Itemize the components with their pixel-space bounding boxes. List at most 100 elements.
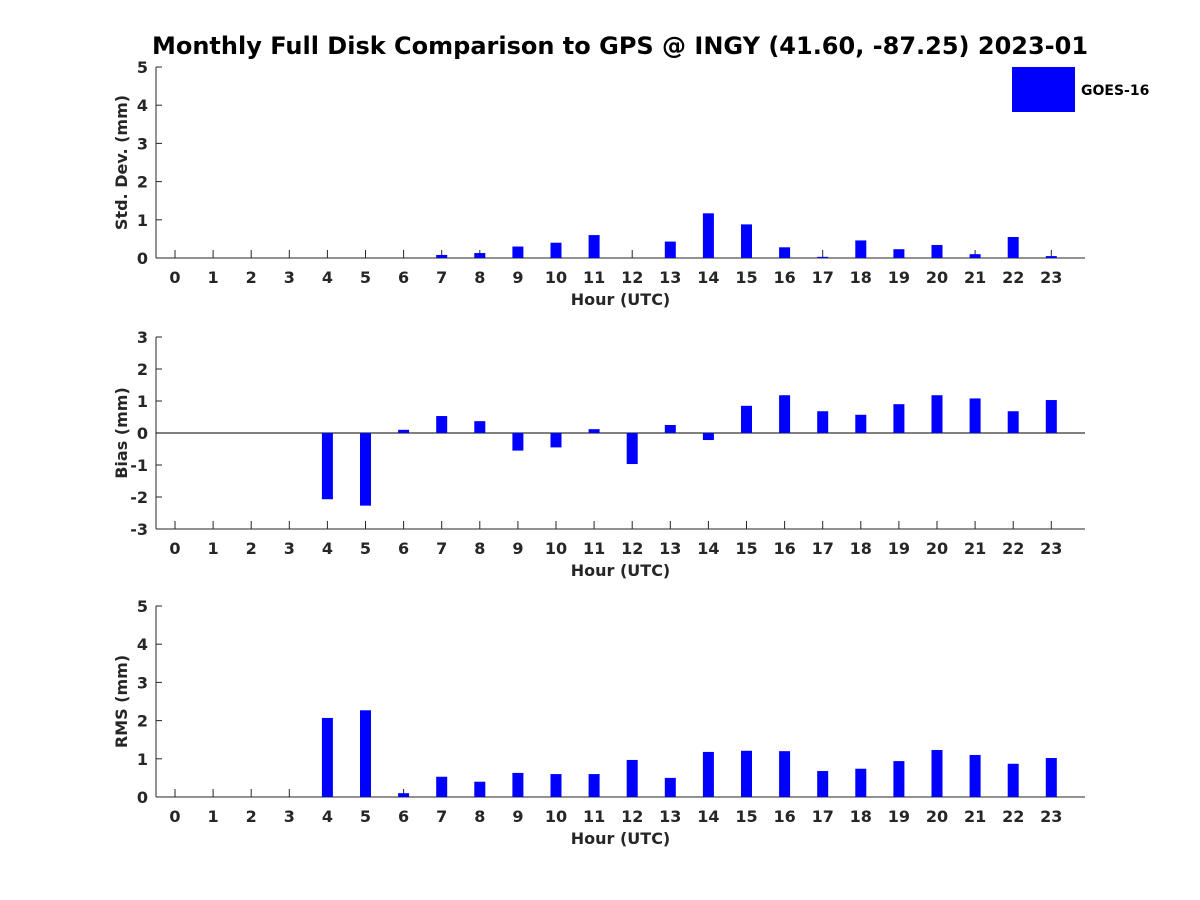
std-dev-x-tick-label: 15	[735, 268, 757, 287]
std-dev-x-tick-label: 6	[398, 268, 409, 287]
std-dev-x-tick-label: 8	[474, 268, 485, 287]
std-dev-bar-hour-18	[855, 240, 867, 258]
bias-x-tick-label: 9	[512, 539, 523, 558]
rms-bar-hour-18	[855, 768, 867, 797]
std-dev-y-tick-label: 1	[137, 211, 148, 230]
std-dev-x-tick-label: 22	[1002, 268, 1024, 287]
std-dev-bar-hour-16	[779, 247, 791, 258]
std-dev-bar-hour-9	[512, 246, 524, 258]
std-dev-x-tick-label: 9	[512, 268, 523, 287]
bias-x-tick-label: 17	[812, 539, 834, 558]
rms-x-tick-label: 8	[474, 807, 485, 826]
rms-x-tick-label: 15	[735, 807, 757, 826]
bias-y-tick-label: 2	[137, 360, 148, 379]
bias-x-tick-label: 7	[436, 539, 447, 558]
bias-bar-hour-19	[893, 404, 905, 433]
std-dev-x-tick-label: 3	[284, 268, 295, 287]
std-dev-bar-hour-10	[550, 242, 562, 258]
rms-x-tick-label: 13	[659, 807, 681, 826]
std-dev-x-tick-label: 1	[208, 268, 219, 287]
bias-y-tick-label: -3	[130, 520, 148, 539]
rms-x-tick-label: 2	[246, 807, 257, 826]
rms-bar-hour-20	[931, 750, 943, 797]
bias-bar-hour-8	[474, 421, 486, 433]
std-dev-bar-hour-14	[702, 213, 714, 258]
std-dev-x-tick-label: 0	[169, 268, 180, 287]
rms-x-tick-label: 10	[545, 807, 567, 826]
std-dev-y-tick-label: 4	[137, 96, 148, 115]
std-dev-x-tick-label: 12	[621, 268, 643, 287]
rms-x-tick-label: 20	[926, 807, 948, 826]
bias-x-tick-label: 4	[322, 539, 333, 558]
bias-bar-hour-7	[436, 416, 448, 433]
bias-x-tick-label: 15	[735, 539, 757, 558]
rms-bar-hour-6	[398, 793, 410, 797]
std-dev-x-tick-label: 4	[322, 268, 333, 287]
bias-bar-hour-17	[817, 411, 829, 433]
rms-bar-hour-12	[626, 759, 638, 797]
std-dev-x-tick-label: 20	[926, 268, 948, 287]
chart-title: Monthly Full Disk Comparison to GPS @ IN…	[152, 32, 1088, 60]
rms-x-tick-label: 4	[322, 807, 333, 826]
std-dev-bar-hour-20	[931, 245, 943, 258]
bias-bar-hour-16	[779, 395, 791, 433]
rms-bar-hour-16	[779, 751, 791, 797]
rms-x-tick-label: 12	[621, 807, 643, 826]
std-dev-x-axis-label: Hour (UTC)	[571, 290, 671, 309]
std-dev-bar-hour-22	[1007, 236, 1019, 258]
bias-x-tick-label: 12	[621, 539, 643, 558]
bias-bar-hour-15	[741, 405, 752, 433]
bias-x-tick-label: 8	[474, 539, 485, 558]
bias-bar-hour-10	[550, 433, 562, 448]
bias-bar-hour-20	[931, 395, 943, 433]
bias-x-tick-label: 2	[246, 539, 257, 558]
std-dev-x-tick-label: 23	[1040, 268, 1062, 287]
bias-y-tick-label: -1	[130, 456, 148, 475]
rms-x-tick-label: 16	[773, 807, 795, 826]
rms-x-tick-label: 1	[208, 807, 219, 826]
std-dev-y-tick-label: 3	[137, 134, 148, 153]
bias-bar-hour-18	[855, 414, 867, 433]
rms-x-tick-label: 11	[583, 807, 605, 826]
rms-bar-hour-23	[1045, 758, 1057, 797]
legend-swatch	[1012, 67, 1075, 112]
std-dev-y-tick-label: 2	[137, 173, 148, 192]
bias-x-tick-label: 22	[1002, 539, 1024, 558]
rms-x-tick-label: 14	[697, 807, 719, 826]
bias-bar-hour-5	[360, 433, 371, 506]
rms-y-tick-label: 3	[137, 673, 148, 692]
rms-y-axis-label: RMS (mm)	[112, 655, 131, 748]
std-dev-bar-hour-11	[588, 235, 600, 258]
bias-y-tick-label: 1	[137, 392, 148, 411]
rms-bar-hour-4	[321, 717, 333, 797]
rms-bar-hour-17	[817, 771, 829, 797]
std-dev-x-tick-label: 16	[773, 268, 795, 287]
std-dev-x-tick-label: 11	[583, 268, 605, 287]
bias-y-axis-label: Bias (mm)	[112, 387, 131, 479]
rms-bar-hour-15	[741, 750, 752, 797]
bias-bar-hour-12	[626, 433, 638, 465]
std-dev-x-tick-label: 2	[246, 268, 257, 287]
std-dev-x-tick-label: 13	[659, 268, 681, 287]
std-dev-bar-hour-15	[741, 224, 752, 258]
bias-x-axis-label: Hour (UTC)	[571, 561, 671, 580]
rms-x-tick-label: 9	[512, 807, 523, 826]
legend-label: GOES-16	[1081, 83, 1149, 99]
rms-bar-hour-13	[664, 777, 676, 797]
bias-bar-hour-14	[702, 433, 714, 441]
bias-bar-hour-6	[398, 429, 410, 433]
std-dev-bar-hour-23	[1045, 256, 1057, 258]
rms-x-tick-label: 3	[284, 807, 295, 826]
bias-x-tick-label: 10	[545, 539, 567, 558]
bias-bar-hour-9	[512, 433, 524, 451]
std-dev-bar-hour-13	[664, 241, 676, 258]
std-dev-bar-hour-17	[817, 256, 829, 258]
rms-y-tick-label: 5	[137, 597, 148, 616]
std-dev-y-tick-label: 5	[137, 58, 148, 77]
bias-x-tick-label: 18	[850, 539, 872, 558]
std-dev-x-tick-label: 10	[545, 268, 567, 287]
rms-x-tick-label: 23	[1040, 807, 1062, 826]
bias-y-tick-label: 3	[137, 328, 148, 347]
